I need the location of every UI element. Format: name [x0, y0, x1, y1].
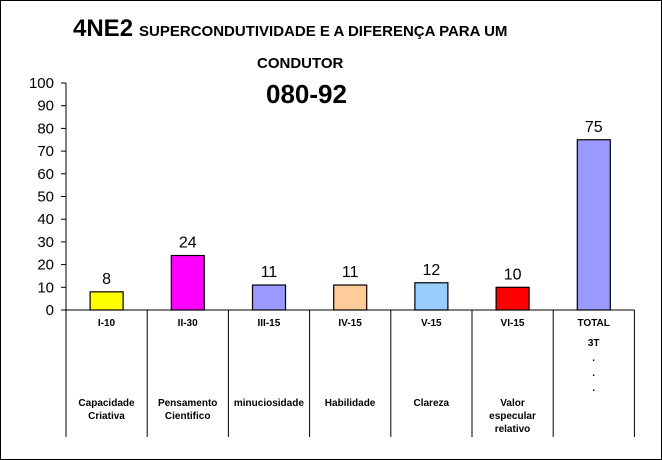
- y-tick-label: 80: [37, 120, 54, 137]
- data-label: 12: [423, 262, 441, 279]
- bar-ii-30: [170, 254, 205, 311]
- title-code: 4NE2: [73, 15, 134, 42]
- category-description: Pensamento: [157, 398, 218, 409]
- title-text: SUPERCONDUTIVIDADE E A DIFERENÇA PARA UM: [139, 23, 508, 40]
- data-label: 24: [179, 235, 197, 252]
- category-label: I-10: [97, 318, 116, 329]
- y-tick-label: 20: [37, 257, 54, 274]
- y-tick-label: 60: [37, 166, 54, 183]
- y-tick-label: 100: [29, 75, 54, 92]
- bar-i-10: [89, 291, 124, 311]
- category-label: TOTAL: [577, 318, 610, 329]
- chart-title: 4NE2 SUPERCONDUTIVIDADE E A DIFERENÇA PAR…: [73, 15, 507, 43]
- total-note: .: [592, 383, 596, 394]
- y-tick-label: 70: [37, 143, 54, 160]
- data-label: 11: [261, 264, 278, 281]
- y-tick-label: 50: [37, 189, 54, 206]
- y-tick-label: 90: [37, 98, 54, 115]
- total-note: .: [592, 353, 596, 364]
- bar-total: [576, 139, 611, 311]
- data-label: 11: [342, 264, 359, 281]
- category-label: IV-15: [338, 318, 362, 329]
- y-tick-label: 0: [46, 302, 54, 319]
- y-tick-label: 10: [37, 279, 54, 296]
- category-description: Habilidade: [324, 398, 376, 409]
- bar-vi-15: [495, 286, 530, 311]
- category-description: relativo: [494, 424, 531, 435]
- bar-iii-15: [251, 284, 287, 311]
- category-description: Capacidade: [78, 398, 135, 409]
- category-description: Cientifico: [164, 411, 211, 422]
- y-tick-label: 40: [37, 211, 54, 228]
- title-line2: CONDUTOR: [257, 55, 344, 72]
- category-description: minuciosidade: [233, 398, 304, 409]
- data-label: 75: [585, 119, 603, 136]
- category-description: Criativa: [88, 411, 125, 422]
- data-label: 10: [504, 266, 522, 283]
- category-label: III-15: [257, 318, 281, 329]
- category-description: Clareza: [413, 398, 450, 409]
- title-number: 080-92: [266, 79, 347, 109]
- category-label: VI-15: [500, 318, 525, 329]
- category-label: II-30: [177, 318, 198, 329]
- bar-iv-15: [333, 284, 368, 311]
- category-description: Valor: [500, 398, 525, 409]
- category-label: V-15: [421, 318, 442, 329]
- y-tick-label: 30: [37, 234, 54, 251]
- bar-v-15: [414, 282, 449, 311]
- category-description: especular: [489, 411, 536, 422]
- total-note: 3T: [587, 338, 600, 349]
- data-label: 8: [102, 271, 111, 288]
- total-note: .: [592, 368, 596, 379]
